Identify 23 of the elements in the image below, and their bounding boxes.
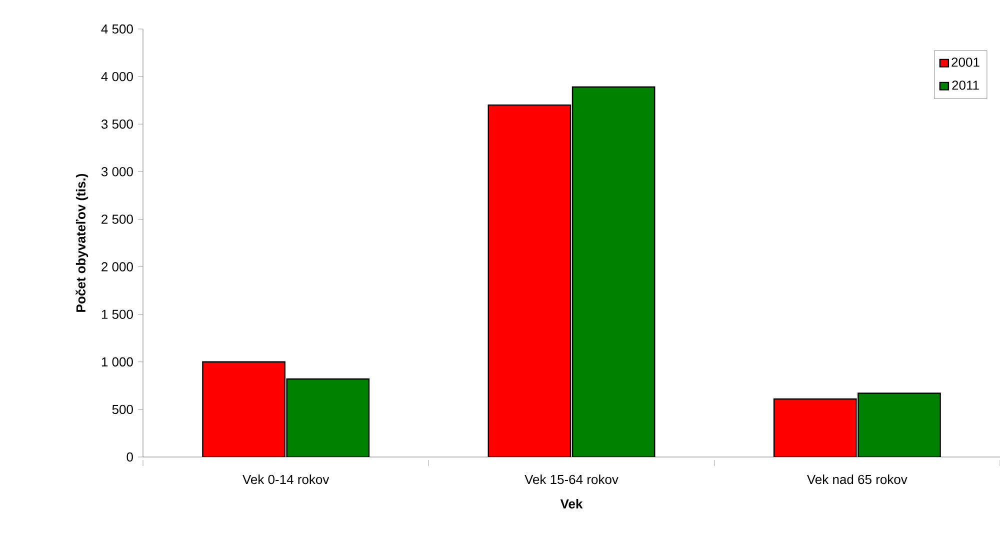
y-axis-title: Počet obyvateľov (tis.) [76, 174, 88, 312]
legend-label: 2011 [952, 80, 979, 90]
bar [488, 104, 572, 457]
y-tick-label: 0 [126, 452, 133, 462]
y-tick-label: 2 000 [102, 262, 133, 272]
x-tick-label: Vek 0-14 rokov [242, 474, 330, 484]
y-tick-label: 4 000 [101, 72, 133, 82]
y-tick-label: 2 500 [102, 214, 133, 224]
y-tick-label: 1 500 [102, 310, 133, 319]
y-tick-label: 1 000 [102, 357, 133, 366]
legend-label: 2001 [952, 58, 980, 67]
y-tick-label: 3 000 [101, 167, 133, 176]
x-tick-label: Vek nad 65 rokov [807, 474, 908, 484]
bar [858, 392, 941, 457]
bar [286, 378, 370, 457]
x-axis-title: Vek [560, 498, 583, 508]
bar [202, 361, 286, 457]
bar [572, 86, 656, 457]
y-tick-label: 4 500 [101, 24, 133, 34]
x-tick-label: Vek 15-64 rokov [524, 474, 618, 484]
y-tick-label: 500 [112, 404, 133, 414]
y-tick-label: 3 500 [101, 120, 133, 129]
bar [773, 398, 857, 457]
